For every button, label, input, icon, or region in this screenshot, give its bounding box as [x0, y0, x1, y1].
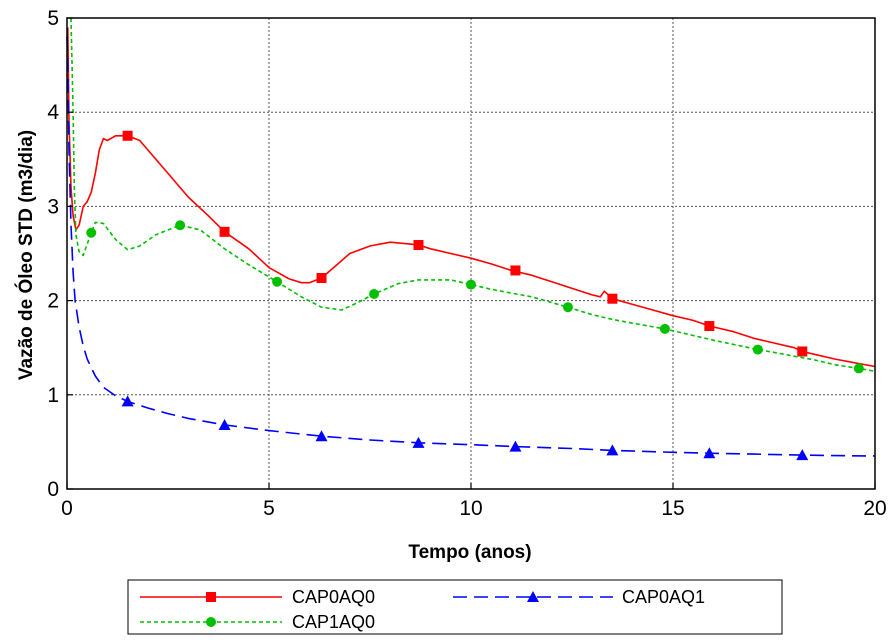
legend: CAP0AQ0 CAP0AQ1 CAP1AQ0	[128, 580, 782, 634]
data-point-cap1aq0	[272, 277, 282, 287]
x-tick-label: 15	[661, 497, 684, 520]
data-point-cap1aq0	[466, 280, 476, 290]
y-tick-label: 2	[47, 290, 59, 313]
y-tick-label: 4	[47, 101, 59, 124]
data-point-cap0aq0	[797, 346, 807, 356]
x-axis-title: Tempo (anos)	[408, 542, 531, 563]
x-tick-label: 10	[459, 497, 482, 520]
legend-marker-cap0aq0	[206, 592, 216, 602]
x-tick-label: 5	[263, 497, 275, 520]
data-point-cap0aq0	[607, 294, 617, 304]
data-point-cap1aq0	[563, 302, 573, 312]
data-point-cap1aq0	[753, 345, 763, 355]
legend-marker-cap1aq0	[206, 617, 216, 627]
data-point-cap0aq0	[220, 227, 230, 237]
data-point-cap1aq0	[86, 228, 96, 238]
data-point-cap1aq0	[660, 324, 670, 334]
y-tick-label: 3	[47, 195, 59, 218]
data-point-cap0aq0	[704, 321, 714, 331]
data-point-cap0aq0	[317, 273, 327, 283]
y-tick-label: 0	[47, 478, 59, 501]
data-point-cap1aq0	[854, 363, 864, 373]
legend-label-cap1aq0: CAP1AQ0	[292, 612, 375, 632]
data-point-cap1aq0	[175, 220, 185, 230]
data-point-cap0aq0	[510, 265, 520, 275]
x-tick-label: 20	[863, 497, 886, 520]
y-tick-label: 1	[47, 384, 59, 407]
y-axis-title: Vazão de Óleo STD (m3/dia)	[15, 130, 37, 380]
data-point-cap1aq0	[369, 289, 379, 299]
data-point-cap0aq0	[413, 240, 423, 250]
x-tick-label: 0	[61, 497, 73, 520]
legend-label-cap0aq0: CAP0AQ0	[292, 587, 375, 607]
data-point-cap0aq0	[123, 131, 133, 141]
legend-label-cap0aq1: CAP0AQ1	[622, 587, 705, 607]
y-tick-label: 5	[47, 7, 59, 30]
